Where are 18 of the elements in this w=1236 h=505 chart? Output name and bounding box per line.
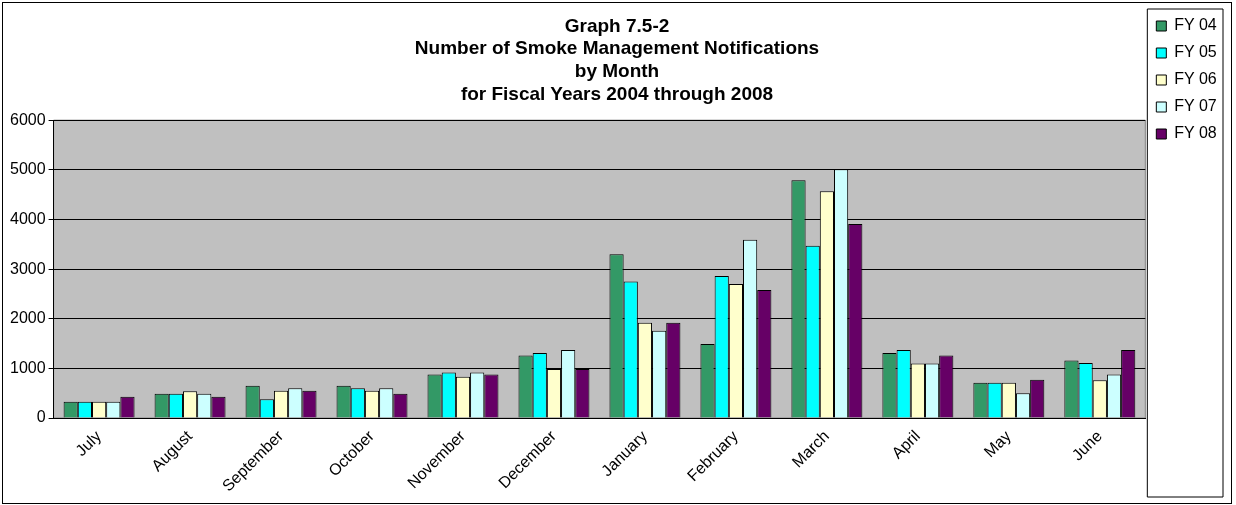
y-tick-label: 3000 xyxy=(10,259,46,277)
legend-label: FY 04 xyxy=(1174,16,1217,34)
y-tick-label: 4000 xyxy=(10,209,46,227)
legend-label: FY 07 xyxy=(1174,97,1217,115)
legend-label: FY 08 xyxy=(1174,124,1217,142)
text: for Fiscal Years 2004 through 2008 xyxy=(460,83,774,105)
y-tick-label: 1000 xyxy=(10,358,46,376)
legend-label: FY 06 xyxy=(1174,70,1217,88)
legend-label: FY 05 xyxy=(1174,43,1217,61)
text: Graph 7.5-2 xyxy=(564,14,670,36)
y-tick-label: 2000 xyxy=(10,309,46,327)
text: Number of Smoke Management Notifications xyxy=(414,37,820,59)
text: by Month xyxy=(574,60,660,82)
y-tick-label: 5000 xyxy=(10,160,46,178)
x-tick-label: July xyxy=(72,427,105,460)
x-tick-label: May xyxy=(980,427,1015,461)
y-tick-label: 0 xyxy=(36,408,46,426)
y-tick-label: 6000 xyxy=(10,110,46,128)
